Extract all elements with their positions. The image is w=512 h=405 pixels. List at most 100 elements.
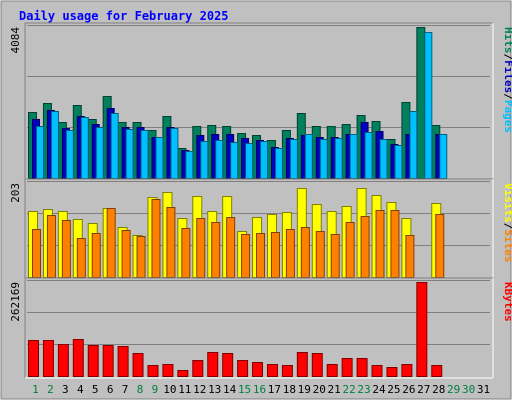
- bar-kbytes-day-6: [102, 345, 114, 377]
- x-tick-label: 22: [342, 383, 355, 396]
- x-tick-label: 27: [417, 383, 430, 396]
- bar-sites-day-12: [196, 218, 206, 278]
- bar-kbytes-day-23: [356, 358, 368, 377]
- bar-sites-day-28: [435, 214, 445, 278]
- bar-kbytes-day-15: [237, 360, 249, 377]
- bar-kbytes-day-27: [416, 282, 428, 377]
- bar-kbytes-day-1: [28, 340, 39, 377]
- panel-legend: Visits/Sites: [502, 183, 512, 263]
- bar-sites-day-2: [46, 215, 56, 278]
- bar-pages-day-6: [110, 113, 119, 179]
- bar-kbytes-day-22: [341, 358, 353, 377]
- x-tick-label: 25: [387, 383, 400, 396]
- bar-kbytes-day-11: [177, 370, 189, 377]
- bar-sites-day-17: [270, 232, 280, 278]
- bar-kbytes-day-24: [371, 365, 383, 377]
- x-tick-label: 17: [268, 383, 281, 396]
- bar-pages-day-13: [215, 140, 224, 179]
- x-tick-label: 2: [47, 383, 54, 396]
- bar-sites-day-4: [76, 238, 86, 278]
- bar-pages-day-24: [379, 139, 388, 179]
- bar-pages-day-1: [36, 126, 44, 179]
- x-tick-label: 15: [238, 383, 251, 396]
- bar-pages-day-11: [185, 151, 194, 179]
- x-tick-label: 6: [107, 383, 114, 396]
- x-tick-label: 30: [462, 383, 475, 396]
- bar-sites-day-24: [375, 210, 385, 278]
- bar-kbytes-day-19: [296, 352, 308, 377]
- bar-pages-day-3: [65, 130, 74, 179]
- bar-kbytes-day-13: [207, 352, 219, 377]
- bar-kbytes-day-2: [42, 340, 54, 377]
- legend-entry: /: [502, 223, 512, 230]
- bar-kbytes-day-3: [57, 344, 69, 377]
- bar-sites-day-11: [181, 228, 191, 278]
- x-tick-label: 5: [92, 383, 99, 396]
- bar-pages-day-15: [245, 143, 254, 179]
- bar-kbytes-day-7: [117, 346, 129, 377]
- bar-kbytes-day-14: [222, 353, 234, 377]
- bar-sites-day-18: [285, 229, 295, 278]
- x-tick-label: 16: [253, 383, 266, 396]
- x-tick-label: 19: [298, 383, 311, 396]
- bar-pages-day-25: [394, 145, 403, 179]
- x-tick-label: 1: [32, 383, 39, 396]
- x-tick-label: 8: [137, 383, 144, 396]
- bar-sites-day-6: [106, 208, 116, 278]
- bar-kbytes-day-18: [281, 365, 293, 377]
- bar-kbytes-day-10: [162, 364, 174, 377]
- x-tick-label: 28: [432, 383, 445, 396]
- x-tick-label: 31: [477, 383, 490, 396]
- bar-pages-day-26: [409, 111, 418, 179]
- bar-pages-day-17: [274, 148, 283, 179]
- bar-pages-day-19: [304, 134, 313, 179]
- bar-pages-day-28: [439, 134, 448, 179]
- bar-pages-day-27: [424, 32, 433, 179]
- x-tick-label: 20: [313, 383, 326, 396]
- panel-visits: 203 Visits/Sites: [9, 178, 512, 280]
- panel-kbytes: 262169 KBytes: [9, 277, 512, 379]
- x-tick-label: 21: [328, 383, 341, 396]
- bar-pages-day-14: [230, 142, 239, 179]
- bar-pages-day-23: [364, 132, 373, 179]
- bar-kbytes-day-17: [266, 364, 278, 377]
- legend-entry: Sites: [502, 229, 512, 262]
- bar-pages-day-22: [349, 134, 358, 179]
- legend-entry: Visits: [502, 183, 512, 223]
- bar-sites-day-9: [151, 199, 161, 278]
- x-tick-label: 26: [402, 383, 415, 396]
- y-max-label: 4084: [9, 27, 22, 54]
- bar-kbytes-day-20: [311, 353, 323, 377]
- x-tick-label: 29: [447, 383, 460, 396]
- bar-kbytes-day-28: [431, 365, 443, 377]
- bar-sites-day-26: [405, 235, 415, 278]
- panel-legend: Hits/Files/Pages: [502, 27, 512, 133]
- bar-sites-day-13: [211, 222, 221, 278]
- legend-entry: Hits: [502, 27, 512, 54]
- x-axis-labels: 1 2 3 4 5 6 7 8 9 10 11 12 13 14 15 16 17 18 19 20 21 22 23 24 2…: [32, 383, 490, 396]
- bar-kbytes-day-25: [386, 367, 398, 377]
- bar-pages-day-7: [125, 129, 134, 179]
- x-tick-label: 13: [208, 383, 221, 396]
- bar-kbytes-day-21: [326, 364, 338, 377]
- legend-entry: KBytes: [502, 282, 512, 322]
- bar-pages-day-20: [319, 139, 328, 179]
- chart-title: Daily usage for February 2025: [19, 9, 229, 23]
- bar-kbytes-day-9: [147, 365, 159, 377]
- bar-sites-day-15: [241, 234, 251, 278]
- bar-sites-day-10: [166, 207, 176, 278]
- bar-pages-day-2: [50, 111, 59, 179]
- bar-pages-day-4: [80, 117, 89, 179]
- bar-sites-day-1: [32, 229, 41, 278]
- bar-sites-day-5: [91, 233, 101, 278]
- bar-kbytes-day-8: [132, 353, 144, 377]
- x-tick-label: 3: [62, 383, 69, 396]
- x-tick-label: 9: [152, 383, 159, 396]
- bar-sites-day-7: [121, 230, 131, 278]
- bar-sites-day-19: [300, 227, 310, 278]
- legend-entry: /: [502, 93, 512, 100]
- x-tick-label: 11: [178, 383, 191, 396]
- series-pages: [36, 32, 448, 179]
